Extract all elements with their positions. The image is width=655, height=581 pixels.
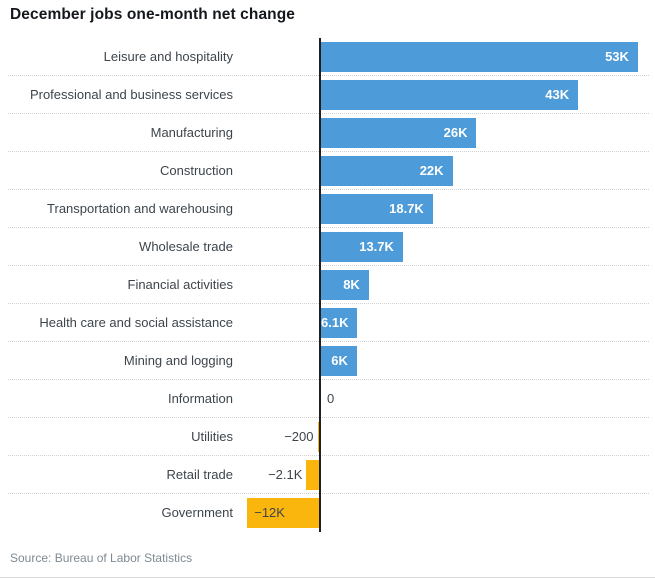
- bar-row: Leisure and hospitality 53K: [0, 38, 655, 76]
- bar-rows-area: Leisure and hospitality 53K Professional a…: [0, 38, 655, 532]
- gridline: [8, 455, 649, 456]
- category-label: Government: [161, 505, 233, 520]
- bar: [321, 232, 403, 262]
- gridline: [8, 493, 649, 494]
- value-label: 18.7K: [389, 201, 424, 216]
- bar: [306, 460, 319, 490]
- category-label: Mining and logging: [123, 353, 233, 368]
- chart-title: December jobs one-month net change: [10, 6, 296, 23]
- category-label: Information: [167, 391, 233, 406]
- category-label: Utilities: [191, 429, 233, 444]
- value-label: −200: [284, 429, 314, 444]
- zero-axis-line: [319, 38, 321, 532]
- source-caption: Source: Bureau of Labor Statistics: [10, 551, 193, 565]
- gridline: [8, 303, 649, 304]
- bar-row: Government −12K: [0, 494, 655, 532]
- gridline: [8, 417, 649, 418]
- bar: [321, 80, 579, 110]
- gridline: [8, 113, 649, 114]
- bar-row: Health care and social assistance 6.1K: [0, 304, 655, 342]
- value-label: 8K: [343, 277, 360, 292]
- category-label: Wholesale trade: [139, 239, 233, 254]
- gridline: [8, 227, 649, 228]
- bar-row: Professional and business services 43K: [0, 76, 655, 114]
- bar-row: Retail trade −2.1K: [0, 456, 655, 494]
- value-label: 6.1K: [321, 315, 349, 330]
- value-label: 26K: [443, 125, 468, 140]
- bar-row: Construction 22K: [0, 152, 655, 190]
- bar: [321, 118, 477, 148]
- category-label: Professional and business services: [29, 87, 233, 102]
- bottom-divider: [0, 577, 655, 578]
- category-label: Construction: [160, 163, 233, 178]
- category-label: Financial activities: [127, 277, 234, 292]
- bar-row: Utilities −200: [0, 418, 655, 456]
- bar: [321, 346, 357, 376]
- bar: [321, 42, 638, 72]
- category-label: Manufacturing: [150, 125, 233, 140]
- bar: [321, 270, 369, 300]
- gridline: [8, 189, 649, 190]
- category-label: Retail trade: [166, 467, 233, 482]
- category-label: Transportation and warehousing: [47, 201, 233, 216]
- bar: [321, 156, 453, 186]
- bar-row: Transportation and warehousing 18.7K: [0, 190, 655, 228]
- bar-row: Wholesale trade 13.7K: [0, 228, 655, 266]
- bar-row: Information 0: [0, 380, 655, 418]
- value-label: 13.7K: [359, 239, 394, 254]
- bar: [321, 194, 433, 224]
- bar: [321, 308, 358, 338]
- value-label: 53K: [605, 49, 629, 64]
- value-label: 22K: [419, 163, 444, 178]
- value-label: 0: [327, 391, 335, 406]
- value-label: −12K: [254, 505, 285, 520]
- bar-row: Financial activities 8K: [0, 266, 655, 304]
- gridline: [8, 379, 649, 380]
- value-label: −2.1K: [268, 467, 303, 482]
- gridline: [8, 151, 649, 152]
- category-label: Leisure and hospitality: [103, 49, 233, 64]
- gridline: [8, 265, 649, 266]
- bar: [317, 422, 319, 452]
- category-label: Health care and social assistance: [39, 315, 233, 330]
- bar-row: Mining and logging 6K: [0, 342, 655, 380]
- bar: [247, 498, 319, 528]
- gridline: [8, 75, 649, 76]
- bar-row: Manufacturing 26K: [0, 114, 655, 152]
- gridline: [8, 341, 649, 342]
- value-label: 43K: [545, 87, 570, 102]
- value-label: 6K: [331, 353, 348, 368]
